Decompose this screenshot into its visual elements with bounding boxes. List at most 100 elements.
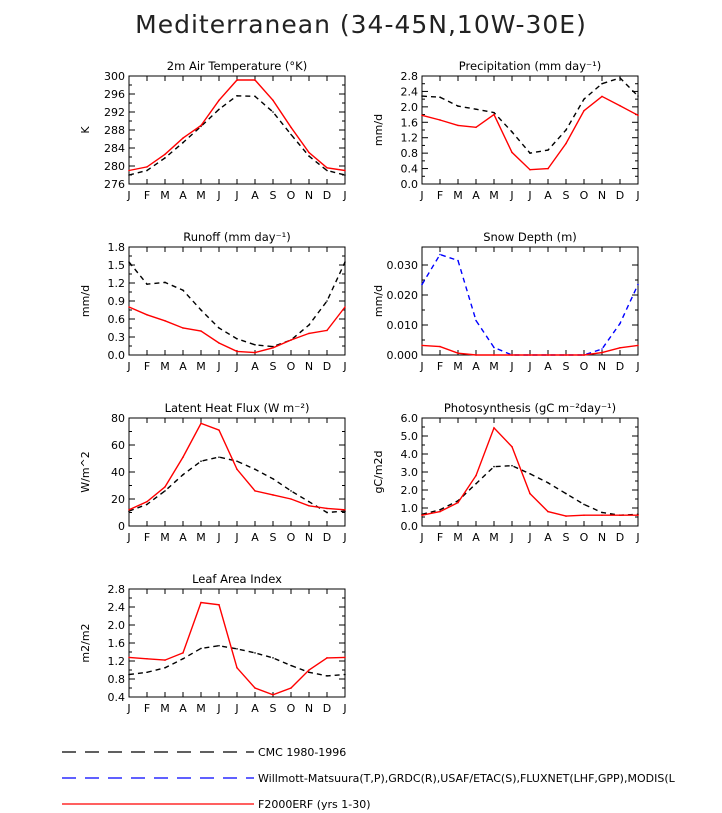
data-point-cmc — [128, 673, 130, 676]
data-point-model — [272, 693, 274, 696]
panel-title: Snow Depth (m) — [483, 230, 577, 244]
x-tick-label: J — [126, 189, 130, 202]
data-point-cmc — [218, 644, 220, 647]
data-point-model — [547, 510, 549, 513]
series-line-model — [421, 95, 639, 171]
data-point-model — [637, 114, 639, 117]
x-tick-label: M — [196, 360, 206, 373]
y-tick-label: 2.8 — [401, 70, 419, 83]
data-point-model — [619, 347, 621, 349]
data-point-model — [326, 329, 328, 332]
legend-label-model: F2000ERF (yrs 1-30) — [258, 798, 371, 811]
data-point-model — [493, 113, 495, 116]
data-point-cmc — [182, 141, 184, 144]
data-point-cmc — [146, 671, 148, 674]
y-tick-label: 2.4 — [401, 85, 419, 98]
x-tick-label: O — [287, 360, 296, 373]
data-point-model — [290, 339, 292, 341]
y-tick-label: 0.020 — [387, 289, 419, 302]
data-point-model — [583, 109, 585, 112]
data-point-cmc — [326, 300, 328, 302]
y-tick-label: 0.0 — [401, 520, 419, 533]
data-point-cmc — [146, 503, 148, 506]
data-point-model — [344, 509, 346, 511]
data-point-cmc — [236, 95, 238, 97]
data-point-obs — [439, 253, 441, 256]
x-tick-label: A — [251, 360, 259, 373]
data-point-model — [493, 354, 495, 356]
x-tick-label: D — [323, 531, 331, 544]
data-point-model — [200, 601, 202, 604]
data-point-model — [511, 354, 513, 356]
x-tick-label: J — [419, 531, 423, 544]
data-point-cmc — [128, 261, 130, 263]
data-point-cmc — [637, 95, 639, 97]
x-tick-label: J — [635, 360, 639, 373]
x-tick-label: J — [527, 531, 531, 544]
data-point-model — [290, 687, 292, 689]
x-tick-label: F — [437, 360, 443, 373]
y-tick-label: 284 — [104, 142, 125, 155]
data-point-cmc — [308, 324, 310, 326]
y-tick-label: 3.0 — [401, 466, 419, 479]
x-tick-label: D — [323, 702, 331, 715]
data-point-cmc — [146, 169, 148, 172]
y-tick-label: 60 — [111, 439, 125, 452]
data-point-cmc — [326, 169, 328, 172]
x-tick-label: J — [216, 531, 220, 544]
y-tick-label: 2.8 — [108, 583, 126, 596]
plot-frame — [128, 588, 346, 698]
y-tick-label: 80 — [111, 412, 125, 425]
data-point-cmc — [254, 344, 256, 346]
series-line-model — [421, 426, 638, 517]
legend-label-cmc: CMC 1980-1996 — [258, 746, 346, 759]
data-point-model — [236, 79, 238, 81]
data-point-cmc — [164, 281, 166, 284]
legend-label-obs: Willmott-Matsuura(T,P),GRDC(R),USAF/ETAC… — [258, 772, 676, 785]
y-tick-label: 2.0 — [108, 619, 126, 632]
x-tick-label: A — [179, 702, 187, 715]
data-point-model — [601, 514, 603, 516]
x-tick-label: A — [544, 360, 552, 373]
data-point-model — [236, 666, 238, 669]
data-point-cmc — [182, 473, 184, 476]
y-axis-label: mm/d — [372, 114, 385, 146]
y-tick-label: 0.9 — [108, 295, 126, 308]
y-tick-label: 1.2 — [401, 132, 419, 145]
x-tick-label: O — [287, 531, 296, 544]
x-tick-label: N — [598, 189, 606, 202]
series-line-cmc — [128, 95, 346, 176]
x-tick-label: F — [144, 189, 150, 202]
data-point-model — [128, 656, 130, 659]
data-point-cmc — [290, 490, 292, 492]
data-point-model — [529, 168, 531, 171]
x-tick-label: A — [251, 531, 259, 544]
y-tick-label: 292 — [104, 106, 125, 119]
data-point-cmc — [164, 490, 166, 492]
data-point-model — [583, 514, 585, 516]
x-tick-label: O — [580, 531, 589, 544]
y-axis-label: m2/m2 — [79, 623, 92, 662]
y-tick-label: 0.000 — [387, 349, 419, 362]
x-tick-label: J — [509, 531, 513, 544]
x-tick-label: S — [270, 531, 277, 544]
y-tick-label: 1.2 — [108, 655, 126, 668]
y-tick-label: 296 — [104, 88, 125, 101]
y-tick-label: 0.8 — [401, 147, 419, 160]
data-point-cmc — [439, 509, 441, 511]
data-point-model — [272, 494, 274, 496]
data-point-model — [421, 514, 423, 516]
y-tick-label: 5.0 — [401, 430, 419, 443]
data-point-cmc — [547, 482, 549, 484]
x-tick-label: S — [563, 360, 570, 373]
y-axis-label: mm/d — [79, 285, 92, 317]
data-point-cmc — [308, 500, 310, 503]
data-point-model — [182, 137, 184, 139]
x-tick-label: J — [234, 702, 238, 715]
series-line-model — [128, 306, 346, 354]
data-point-cmc — [254, 95, 256, 98]
x-tick-label: F — [437, 531, 443, 544]
data-point-model — [236, 350, 238, 353]
data-point-model — [272, 99, 274, 102]
data-point-model — [475, 474, 477, 477]
